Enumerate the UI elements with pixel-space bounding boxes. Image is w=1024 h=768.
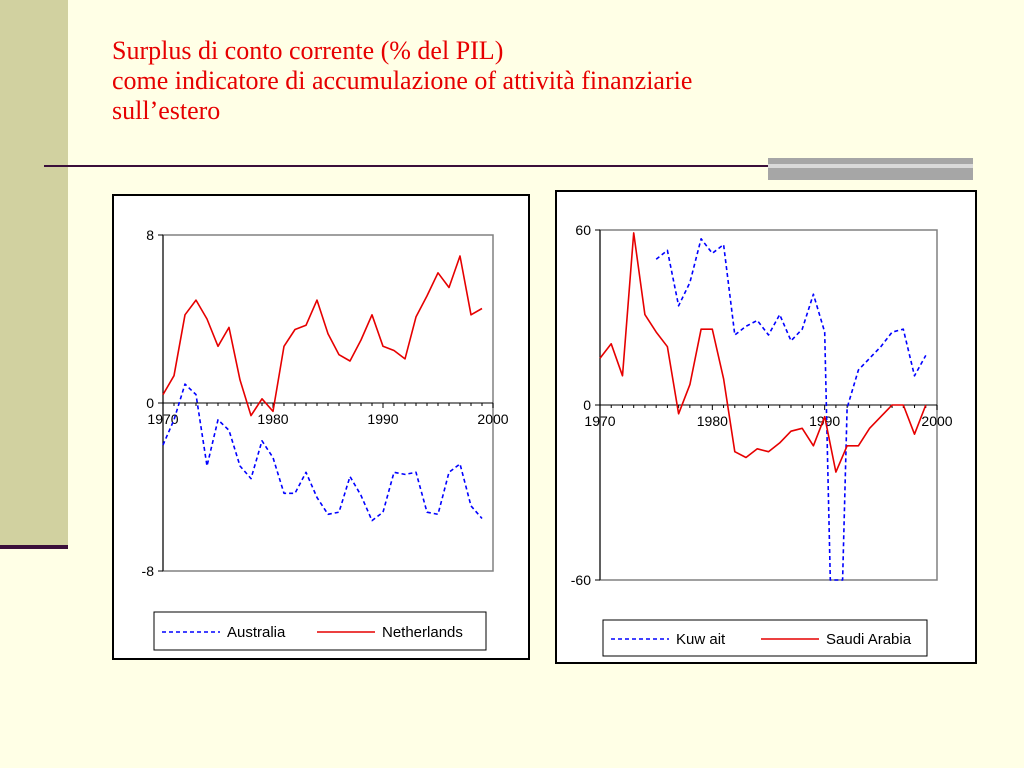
y-tick-label: -8 <box>142 563 155 579</box>
x-tick-label: 2000 <box>921 413 952 429</box>
x-tick-label: 1990 <box>367 411 398 427</box>
x-tick-label: 1980 <box>257 411 288 427</box>
y-tick-label: 60 <box>575 222 591 238</box>
x-tick-label: 1970 <box>584 413 615 429</box>
legend-box <box>153 611 487 651</box>
side-line <box>0 545 68 549</box>
chart-kuwait-saudi-arabia: 60 0 -60 1970 1980 1990 2000 Kuw ait Saudi Arabi… <box>555 190 977 664</box>
title-divider-accent <box>768 158 973 180</box>
series-line-saudi-arabia <box>599 232 927 473</box>
legend-label: Kuw ait <box>676 631 726 648</box>
slide-title: Surplus di conto corrente (% del PIL) co… <box>112 36 972 126</box>
legend-label: Netherlands <box>382 624 463 641</box>
series-line-australia <box>162 383 483 522</box>
x-tick-label: 1980 <box>697 413 728 429</box>
legend-label: Saudi Arabia <box>826 631 912 648</box>
y-tick-label: 0 <box>583 397 591 413</box>
side-band <box>0 0 68 545</box>
title-line-1: Surplus di conto corrente (% del PIL) <box>112 36 504 65</box>
title-divider <box>44 165 972 167</box>
legend-label: Australia <box>227 624 286 641</box>
series-line-netherlands <box>162 255 483 417</box>
title-line-3: sull’estero <box>112 96 221 125</box>
title-line-2: come indicatore di accumulazione of atti… <box>112 66 693 95</box>
x-tick-label: 2000 <box>477 411 508 427</box>
legend-box <box>602 619 928 657</box>
chart-australia-netherlands: 8 0 -8 1970 1980 1990 2000 Australia Netherlands <box>112 194 530 660</box>
series-line-kuw-ait <box>655 237 927 581</box>
y-tick-label: 8 <box>146 227 154 243</box>
y-tick-label: 0 <box>146 395 154 411</box>
x-tick-label: 1970 <box>147 411 178 427</box>
y-tick-label: -60 <box>571 572 591 588</box>
chart-svg: 8 0 -8 1970 1980 1990 2000 Australia Netherlands <box>112 194 530 660</box>
